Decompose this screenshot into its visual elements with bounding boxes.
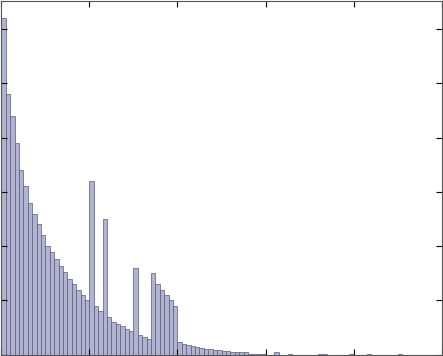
Bar — [182, 344, 187, 355]
Bar — [151, 273, 155, 355]
Bar — [32, 214, 37, 355]
Bar — [10, 116, 15, 355]
Bar — [81, 295, 85, 355]
Bar — [147, 339, 151, 355]
Bar — [124, 329, 129, 355]
Bar — [204, 349, 208, 355]
Bar — [160, 289, 164, 355]
Bar — [138, 335, 142, 355]
Bar — [142, 337, 147, 355]
Bar — [261, 354, 265, 355]
Bar — [107, 316, 112, 355]
Bar — [112, 322, 116, 355]
Bar — [164, 295, 169, 355]
Bar — [19, 170, 23, 355]
Bar — [98, 311, 103, 355]
Bar — [103, 219, 107, 355]
Bar — [120, 326, 124, 355]
Bar — [235, 352, 239, 355]
Bar — [6, 94, 10, 355]
Bar — [94, 306, 98, 355]
Bar — [72, 284, 76, 355]
Bar — [133, 268, 138, 355]
Bar — [58, 266, 63, 355]
Bar — [28, 203, 32, 355]
Bar — [46, 246, 50, 355]
Bar — [116, 324, 120, 355]
Bar — [169, 300, 173, 355]
Bar — [274, 352, 279, 355]
Bar — [173, 306, 178, 355]
Bar — [23, 187, 28, 355]
Bar — [85, 300, 89, 355]
Bar — [319, 354, 323, 355]
Bar — [244, 352, 248, 355]
Bar — [178, 342, 182, 355]
Bar — [213, 350, 217, 355]
Bar — [190, 346, 195, 355]
Bar — [199, 348, 204, 355]
Bar — [222, 351, 226, 355]
Bar — [155, 284, 160, 355]
Bar — [256, 354, 261, 355]
Bar — [1, 18, 6, 355]
Bar — [288, 354, 292, 355]
Bar — [187, 345, 190, 355]
Bar — [54, 259, 58, 355]
Bar — [323, 354, 327, 355]
Bar — [226, 351, 230, 355]
Bar — [37, 224, 41, 355]
Bar — [195, 347, 199, 355]
Bar — [76, 289, 81, 355]
Bar — [253, 354, 256, 355]
Bar — [63, 272, 67, 355]
Bar — [89, 181, 94, 355]
Bar — [248, 354, 253, 355]
Bar — [208, 349, 213, 355]
Bar — [15, 143, 19, 355]
Bar — [230, 352, 235, 355]
Bar — [397, 354, 402, 355]
Bar — [41, 235, 46, 355]
Bar — [129, 331, 133, 355]
Bar — [239, 352, 244, 355]
Bar — [367, 354, 371, 355]
Bar — [217, 350, 222, 355]
Bar — [349, 354, 354, 355]
Bar — [67, 279, 72, 355]
Bar — [50, 252, 54, 355]
